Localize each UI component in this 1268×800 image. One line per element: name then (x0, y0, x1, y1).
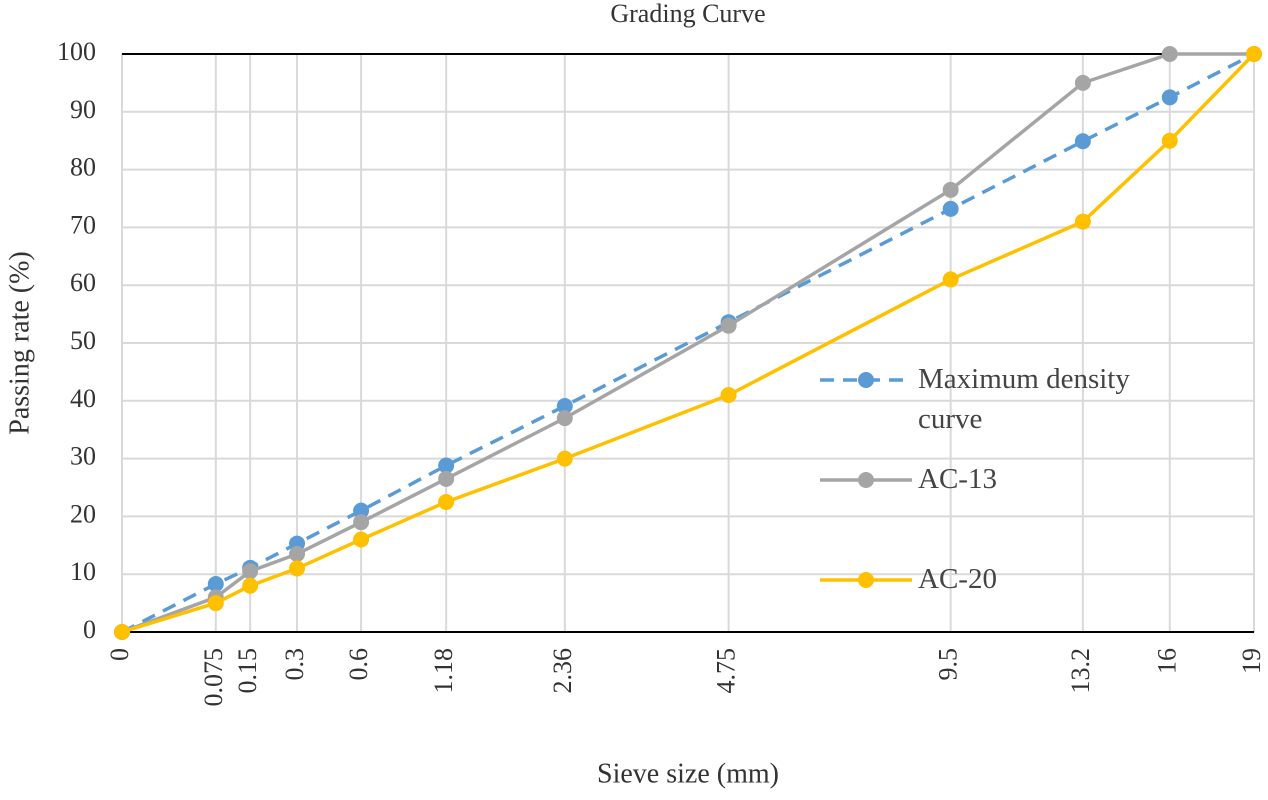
x-tick-label: 1.18 (429, 648, 458, 694)
y-tick-label: 50 (70, 326, 96, 355)
x-tick-label: 0.15 (233, 648, 262, 694)
x-tick-label: 16 (1153, 648, 1182, 674)
y-tick-label: 70 (70, 210, 96, 239)
legend-marker (858, 572, 874, 588)
marker (720, 317, 737, 334)
x-tick-label: 0 (105, 648, 134, 661)
marker (207, 576, 224, 593)
marker (1246, 46, 1262, 62)
marker (1074, 213, 1091, 230)
marker (353, 531, 370, 548)
x-tick-label: 9.5 (934, 648, 963, 681)
y-tick-label: 90 (70, 95, 96, 124)
marker (289, 545, 306, 562)
marker (438, 493, 455, 510)
marker (1074, 133, 1091, 150)
legend-marker (858, 372, 874, 388)
marker (556, 450, 573, 467)
x-tick-label: 4.75 (712, 648, 741, 694)
marker (556, 398, 573, 415)
x-tick-label: 13.2 (1066, 648, 1095, 694)
marker (242, 577, 259, 594)
marker (353, 502, 370, 519)
x-tick-label: 0.6 (344, 648, 373, 681)
marker (720, 387, 737, 404)
y-tick-label: 60 (70, 268, 96, 297)
y-tick-label: 20 (70, 499, 96, 528)
x-tick-label: 0.3 (280, 648, 309, 681)
marker (114, 624, 130, 640)
legend-label: Maximum density curve (918, 363, 1130, 435)
marker (1161, 132, 1178, 149)
chart-title: Grading Curve (610, 0, 765, 28)
marker (353, 514, 370, 531)
marker (942, 271, 959, 288)
y-tick-label: 0 (83, 615, 96, 644)
marker (1161, 89, 1178, 106)
x-tick-label: 19 (1237, 648, 1266, 674)
legend-label: AC-13 (918, 463, 997, 495)
legend-label: AC-20 (918, 563, 997, 595)
y-tick-label: 80 (70, 153, 96, 182)
y-tick-label: 10 (70, 557, 96, 586)
marker (242, 563, 259, 580)
legend-marker (858, 472, 874, 488)
y-tick-label: 30 (70, 442, 96, 471)
x-tick-label: 0.075 (199, 648, 228, 707)
marker (942, 181, 959, 198)
marker (438, 470, 455, 487)
y-tick-label: 40 (70, 384, 96, 413)
marker (942, 200, 959, 217)
y-axis-label: Passing rate (%) (4, 251, 35, 435)
y-tick-label: 100 (57, 37, 96, 66)
x-axis-label: Sieve size (mm) (597, 758, 779, 789)
marker (438, 457, 455, 474)
marker (556, 410, 573, 427)
marker (289, 560, 306, 577)
marker (1161, 46, 1178, 62)
marker (207, 595, 224, 612)
x-tick-label: 2.36 (548, 648, 577, 694)
marker (1074, 74, 1091, 91)
